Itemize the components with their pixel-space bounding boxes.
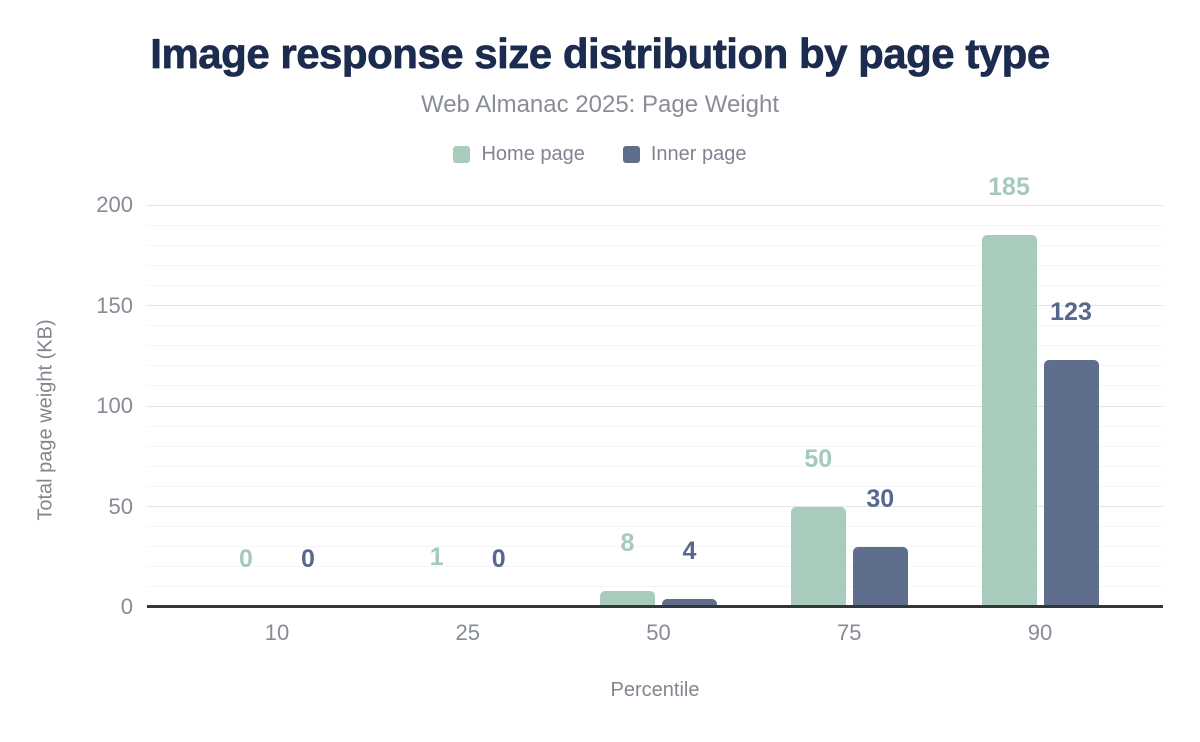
y-tick-label-50: 50 (108, 493, 133, 519)
chart-title: Image response size distribution by page… (150, 30, 1051, 78)
data-label-home-p90: 185 (988, 173, 1030, 202)
major-gridline-200 (147, 204, 1163, 206)
bar-home-p75[interactable] (790, 506, 846, 607)
minor-gridline-170 (147, 264, 1163, 266)
major-gridline-50 (147, 506, 1163, 507)
bar-inner-p90[interactable] (1043, 359, 1099, 607)
minor-gridline-10 (147, 586, 1163, 588)
minor-gridline-90 (147, 425, 1163, 427)
data-label-inner-p75: 30 (866, 484, 895, 513)
minor-gridline-160 (147, 284, 1163, 286)
chart-subtitle: Web Almanac 2025: Page Weight (420, 91, 779, 118)
minor-gridline-60 (147, 485, 1163, 487)
data-label-home-p25: 1 (429, 543, 444, 571)
x-axis-line (147, 605, 1163, 608)
minor-gridline-120 (147, 365, 1163, 367)
minor-gridline-80 (147, 445, 1163, 447)
legend-label-home-page: Home page (481, 143, 585, 165)
minor-gridline-180 (147, 244, 1163, 246)
inner-page-swatch-icon (622, 146, 640, 163)
minor-gridline-70 (147, 465, 1163, 467)
major-gridline-100 (147, 405, 1163, 407)
minor-gridline-190 (147, 224, 1163, 226)
y-tick-label-0: 0 (120, 594, 133, 619)
legend-label-inner-page: Inner page (650, 143, 747, 165)
y-tick-label-200: 200 (96, 192, 133, 217)
data-label-inner-p50: 4 (682, 536, 697, 565)
y-tick-label-100: 100 (96, 393, 133, 418)
data-label-home-p75: 50 (804, 444, 833, 473)
minor-gridline-110 (147, 385, 1163, 387)
x-tick-label-50: 50 (646, 620, 671, 645)
major-gridline-150 (147, 305, 1163, 306)
home-page-swatch-icon (453, 146, 471, 163)
bar-inner-p75[interactable] (852, 546, 908, 607)
x-tick-label-10: 10 (264, 620, 290, 645)
minor-gridline-130 (147, 345, 1163, 347)
data-label-inner-p25: 0 (491, 545, 506, 573)
y-axis-title: Total page weight (KB) (34, 319, 57, 521)
minor-gridline-30 (147, 546, 1163, 548)
data-label-home-p50: 8 (620, 528, 635, 557)
bar-home-p90[interactable] (981, 235, 1037, 607)
bar-home-p50[interactable] (600, 590, 655, 607)
minor-gridline-140 (147, 325, 1163, 327)
y-tick-label-150: 150 (96, 292, 133, 318)
bar-inner-p50[interactable] (662, 598, 717, 607)
legend: Home page Inner page (0, 143, 1200, 166)
x-tick-label-75: 75 (837, 620, 862, 645)
legend-item-inner-page[interactable]: Inner page (622, 143, 747, 166)
data-label-inner-p90: 123 (1050, 297, 1092, 326)
plot-area: 0 1 8 50 185 0 0 4 30 123 (147, 173, 1163, 608)
data-label-inner-p10: 0 (301, 545, 315, 573)
x-axis-title: Percentile (610, 679, 700, 701)
minor-gridline-40 (147, 526, 1163, 528)
x-tick-label-25: 25 (455, 620, 480, 645)
x-tick-label-90: 90 (1027, 620, 1053, 645)
minor-gridline-20 (147, 566, 1163, 568)
legend-item-home-page[interactable]: Home page (453, 143, 585, 166)
data-label-home-p10: 0 (239, 545, 253, 573)
